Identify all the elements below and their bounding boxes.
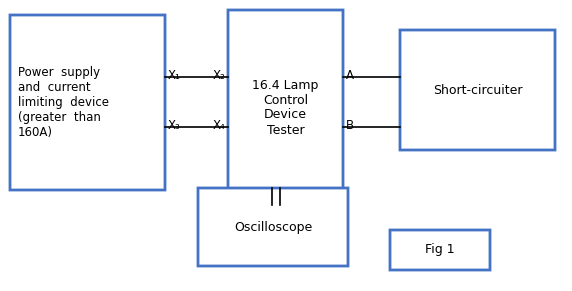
Text: Short-circuiter: Short-circuiter — [433, 84, 522, 97]
Text: Oscilloscope: Oscilloscope — [234, 221, 312, 233]
FancyBboxPatch shape — [10, 15, 165, 190]
FancyBboxPatch shape — [228, 10, 343, 205]
Text: Fig 1: Fig 1 — [425, 244, 455, 256]
Text: X₁: X₁ — [168, 69, 181, 82]
FancyBboxPatch shape — [198, 188, 348, 266]
Text: X₂: X₂ — [212, 69, 225, 82]
FancyBboxPatch shape — [390, 230, 490, 270]
Text: 16.4 Lamp
Control
Device
Tester: 16.4 Lamp Control Device Tester — [252, 79, 319, 136]
Text: A: A — [346, 69, 354, 82]
Text: Power  supply
and  current
limiting  device
(greater  than
160A): Power supply and current limiting device… — [18, 66, 109, 139]
Text: B: B — [346, 119, 354, 132]
Text: X₄: X₄ — [212, 119, 225, 132]
Text: X₃: X₃ — [168, 119, 181, 132]
FancyBboxPatch shape — [400, 30, 555, 150]
